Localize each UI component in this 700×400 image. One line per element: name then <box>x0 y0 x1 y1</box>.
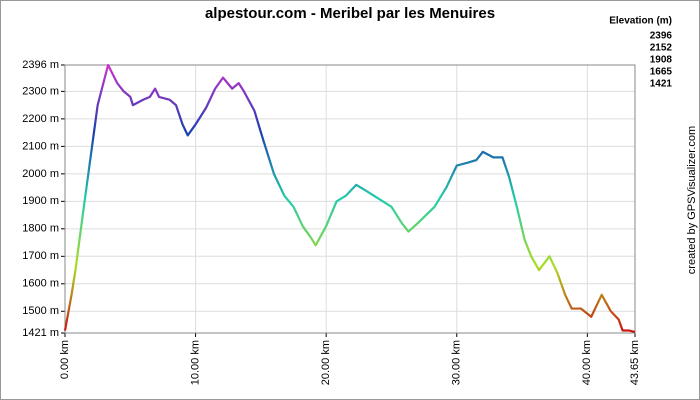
x-tick-label: 43.65 km <box>629 340 641 385</box>
elevation-line <box>63 63 636 333</box>
legend-value: 2396 <box>650 31 673 42</box>
y-tick-label: 2000 m <box>22 168 59 180</box>
y-tick-label: 1421 m <box>22 327 59 339</box>
y-tick-label: 1600 m <box>22 278 59 290</box>
legend-value: 1421 <box>650 79 673 90</box>
legend-value: 2152 <box>650 43 673 54</box>
y-tick-label: 1800 m <box>22 223 59 235</box>
x-tick-label: 20.00 km <box>320 340 332 385</box>
chart-title: alpestour.com - Meribel par les Menuires <box>205 5 495 22</box>
x-tick-label: 40.00 km <box>581 340 593 385</box>
y-tick-label: 2396 m <box>22 59 59 71</box>
x-tick-label: 30.00 km <box>451 340 463 385</box>
legend-value: 1908 <box>650 55 673 66</box>
x-tick-label: 10.00 km <box>189 340 201 385</box>
legend-value: 1665 <box>650 67 673 78</box>
y-tick-label: 1700 m <box>22 250 59 262</box>
y-tick-label: 2100 m <box>22 140 59 152</box>
y-tick-label: 1500 m <box>22 305 59 317</box>
x-tick-label: 0.00 km <box>59 340 71 379</box>
legend-title: Elevation (m) <box>609 16 672 27</box>
credit: created by GPSVisualizer.com <box>686 126 698 274</box>
plot-area <box>64 64 636 334</box>
y-tick-label: 2200 m <box>22 113 59 125</box>
y-tick-label: 2300 m <box>22 85 59 97</box>
y-tick-label: 1900 m <box>22 195 59 207</box>
